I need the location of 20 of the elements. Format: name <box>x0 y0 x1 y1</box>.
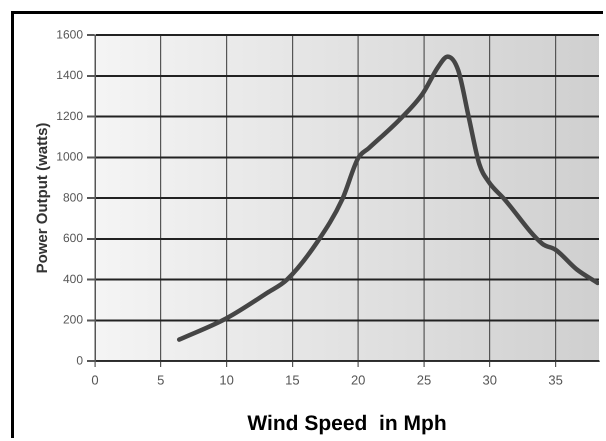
line-series <box>176 54 599 342</box>
y-tick-label: 600 <box>62 231 84 246</box>
y-tick-label: 200 <box>62 312 84 327</box>
x-tick-label: 15 <box>285 372 300 388</box>
x-tick-label: 10 <box>219 372 234 388</box>
x-axis-title: Wind Speed in Mph <box>247 412 447 436</box>
x-tick-label: 25 <box>416 372 432 388</box>
y-tick-label: 1200 <box>56 108 84 123</box>
y-tick-label: 0 <box>76 353 84 368</box>
y-axis-title: Power Output (watts) <box>34 122 52 274</box>
x-tick-label: 30 <box>482 372 498 388</box>
y-tick-label: 1600 <box>56 27 84 42</box>
y-tick-label: 800 <box>62 190 84 204</box>
x-tick-label: 0 <box>91 372 99 388</box>
x-tick-label: 35 <box>548 372 563 388</box>
y-tick-label: 1400 <box>56 68 84 82</box>
y-tick-label: 1000 <box>56 150 84 164</box>
y-tick-label: 400 <box>62 272 84 286</box>
x-tick-label: 20 <box>350 372 366 388</box>
x-tick-label: 5 <box>157 372 164 388</box>
